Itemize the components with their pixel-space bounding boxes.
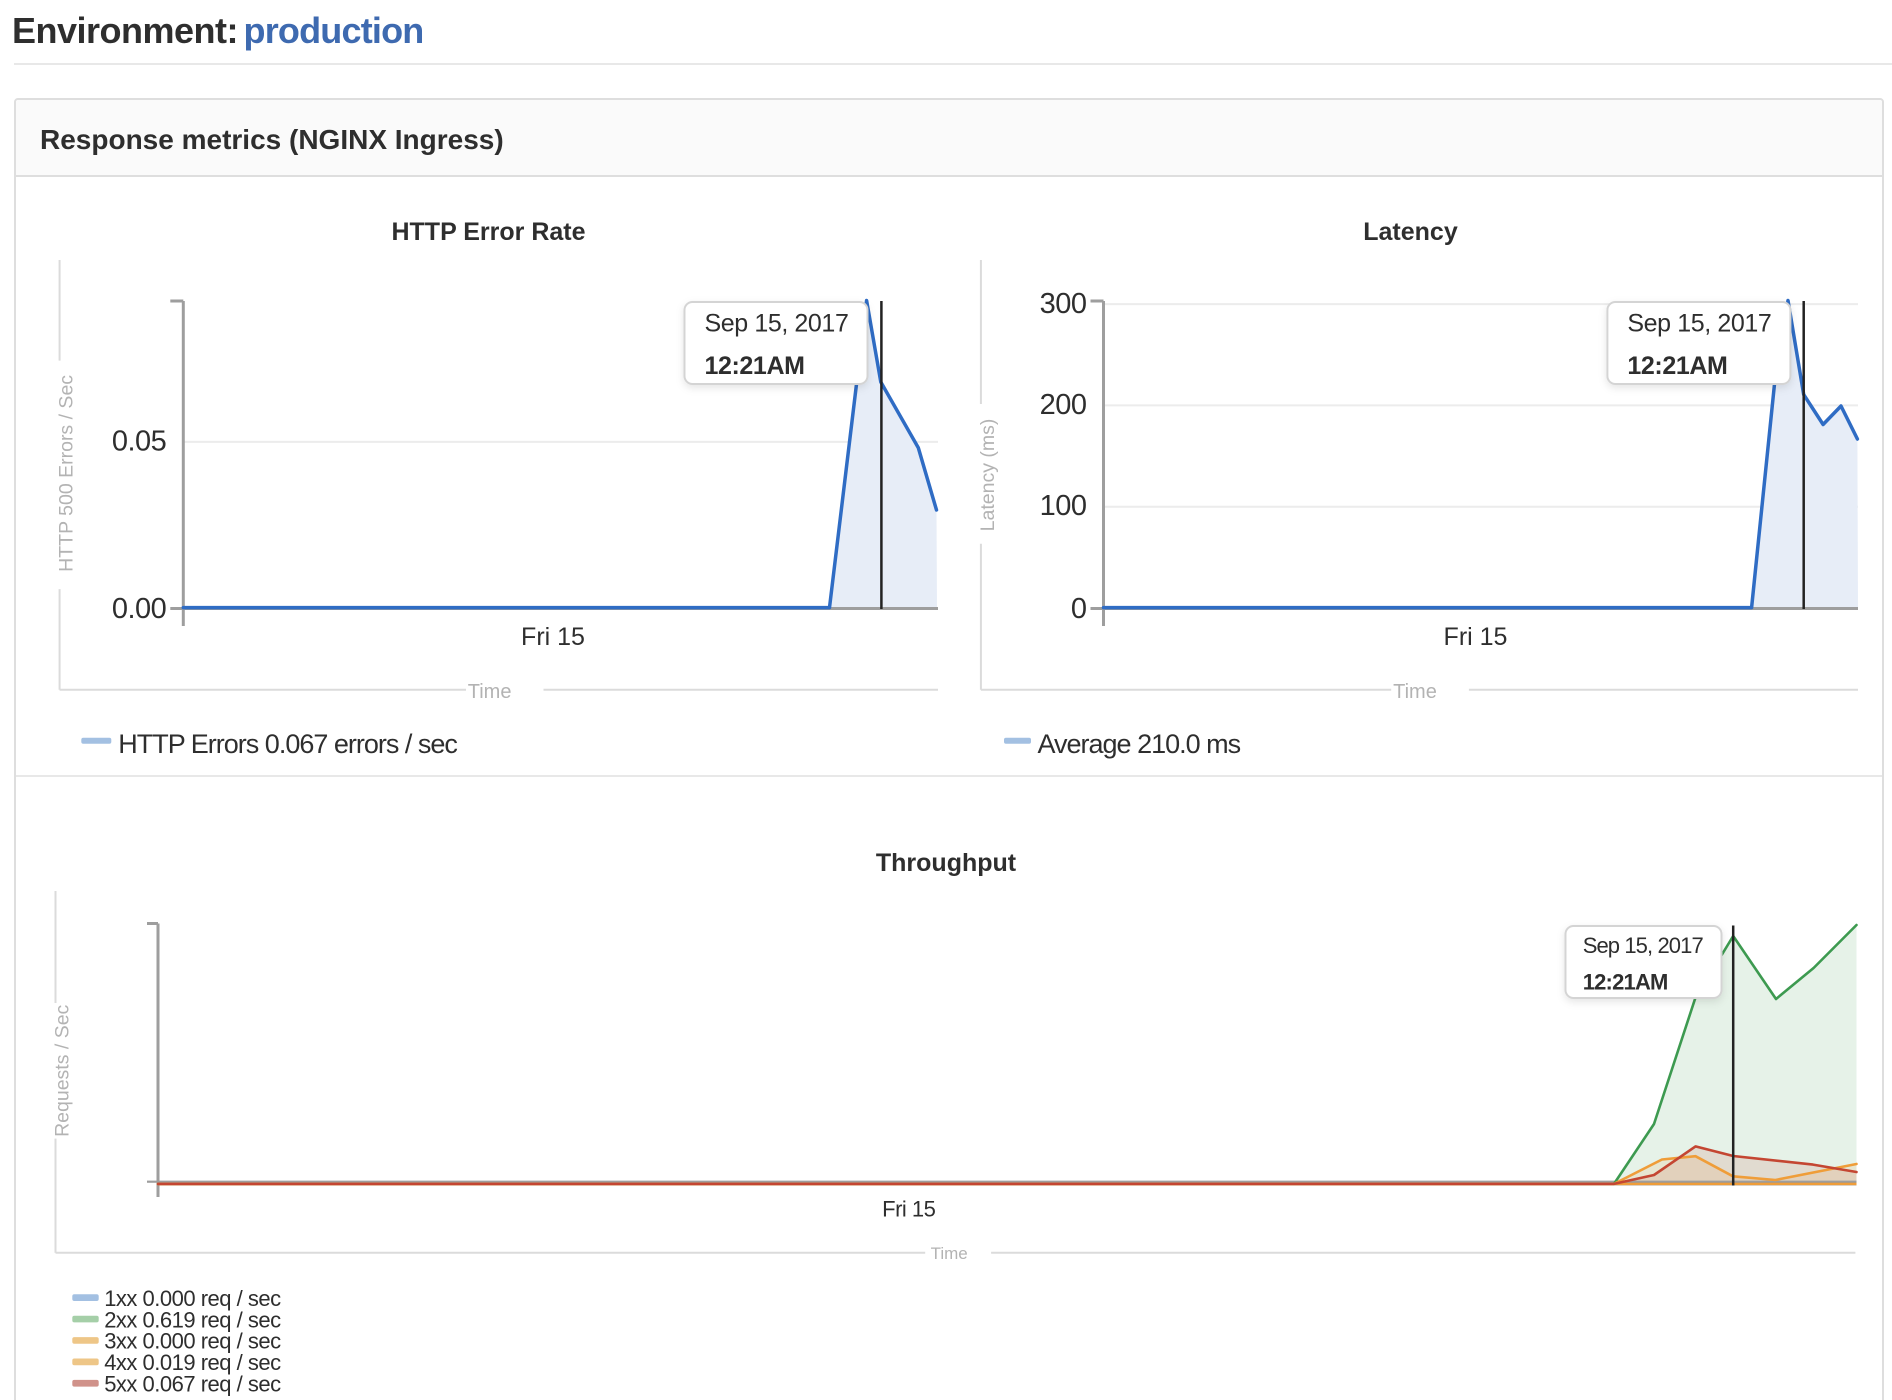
svg-text:Time: Time — [468, 681, 512, 703]
svg-text:5xx 0.067 req / sec: 5xx 0.067 req / sec — [104, 1372, 281, 1397]
svg-text:Fri 15: Fri 15 — [882, 1196, 936, 1221]
svg-text:3xx 0.000 req / sec: 3xx 0.000 req / sec — [104, 1329, 281, 1354]
svg-text:Fri 15: Fri 15 — [1444, 623, 1508, 651]
svg-text:Sep 15, 2017: Sep 15, 2017 — [1627, 310, 1771, 338]
svg-text:0.05: 0.05 — [112, 426, 166, 458]
svg-text:2xx 0.619 req / sec: 2xx 0.619 req / sec — [104, 1307, 281, 1332]
svg-text:Requests / Sec: Requests / Sec — [52, 1004, 74, 1136]
svg-text:0: 0 — [1071, 593, 1087, 625]
svg-text:Time: Time — [931, 1244, 968, 1263]
svg-text:200: 200 — [1040, 389, 1087, 421]
svg-text:Fri 15: Fri 15 — [521, 623, 585, 651]
svg-text:HTTP 500 Errors / Sec: HTTP 500 Errors / Sec — [56, 375, 78, 572]
svg-text:HTTP Error Rate: HTTP Error Rate — [391, 218, 585, 246]
svg-text:12:21AM: 12:21AM — [705, 352, 805, 380]
svg-text:Sep 15, 2017: Sep 15, 2017 — [1583, 933, 1704, 958]
svg-text:Time: Time — [1393, 681, 1437, 703]
svg-text:300: 300 — [1040, 288, 1087, 320]
svg-text:1xx 0.000 req / sec: 1xx 0.000 req / sec — [104, 1286, 281, 1311]
svg-text:Throughput: Throughput — [876, 849, 1017, 877]
svg-text:100: 100 — [1040, 490, 1087, 522]
svg-text:4xx 0.019 req / sec: 4xx 0.019 req / sec — [104, 1350, 281, 1375]
svg-text:0.00: 0.00 — [112, 593, 166, 625]
svg-text:Latency (ms): Latency (ms) — [977, 419, 999, 532]
svg-text:Sep 15, 2017: Sep 15, 2017 — [705, 310, 849, 338]
svg-text:Average 210.0 ms: Average 210.0 ms — [1038, 729, 1241, 759]
svg-text:Latency: Latency — [1363, 218, 1458, 246]
svg-text:HTTP Errors 0.067 errors / sec: HTTP Errors 0.067 errors / sec — [118, 729, 457, 759]
svg-text:12:21AM: 12:21AM — [1583, 970, 1668, 995]
svg-text:12:21AM: 12:21AM — [1627, 352, 1727, 380]
